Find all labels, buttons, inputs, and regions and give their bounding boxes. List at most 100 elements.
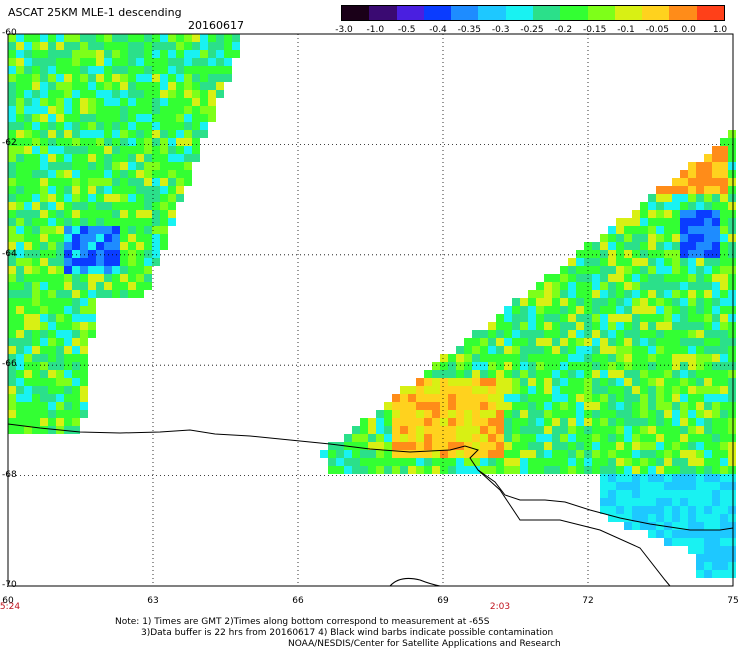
swath-cell xyxy=(552,290,560,298)
swath-cell xyxy=(440,450,448,458)
swath-cell xyxy=(136,106,144,114)
swath-cell xyxy=(720,538,728,546)
swath-cell xyxy=(672,410,680,418)
swath-cell xyxy=(152,178,160,186)
swath-cell xyxy=(144,178,152,186)
colorbar-tick-label: -0.5 xyxy=(397,25,416,35)
swath-cell xyxy=(712,250,720,258)
swath-cell xyxy=(672,458,680,466)
swath-cell xyxy=(664,442,672,450)
swath-cell xyxy=(112,90,120,98)
swath-cell xyxy=(696,226,704,234)
swath-cell xyxy=(512,314,520,322)
swath-cell xyxy=(672,354,680,362)
swath-cell xyxy=(376,434,384,442)
swath-cell xyxy=(712,322,720,330)
swath-cell xyxy=(616,450,624,458)
swath-cell xyxy=(536,330,544,338)
swath-cell xyxy=(464,370,472,378)
swath-cell xyxy=(64,178,72,186)
swath-cell xyxy=(72,194,80,202)
swath-cell xyxy=(200,98,208,106)
swath-cell xyxy=(552,306,560,314)
swath-cell xyxy=(568,330,576,338)
swath-cell xyxy=(648,370,656,378)
swath-cell xyxy=(464,442,472,450)
swath-cell xyxy=(648,450,656,458)
swath-cell xyxy=(496,402,504,410)
swath-cell xyxy=(672,178,680,186)
swath-cell xyxy=(208,90,216,98)
swath-cell xyxy=(448,426,456,434)
swath-cell xyxy=(48,410,56,418)
swath-cell xyxy=(712,258,720,266)
swath-cell xyxy=(96,138,104,146)
swath-cell xyxy=(144,130,152,138)
swath-cell xyxy=(168,58,176,66)
swath-cell xyxy=(24,66,32,74)
swath-cell xyxy=(216,82,224,90)
swath-cell xyxy=(720,314,728,322)
swath-cell xyxy=(352,450,360,458)
swath-cell xyxy=(488,442,496,450)
swath-cell xyxy=(696,402,704,410)
swath-cell xyxy=(112,234,120,242)
swath-cell xyxy=(400,450,408,458)
swath-cell xyxy=(560,298,568,306)
swath-cell xyxy=(144,154,152,162)
swath-cell xyxy=(400,442,408,450)
swath-cell xyxy=(704,162,712,170)
swath-cell xyxy=(8,386,16,394)
swath-cell xyxy=(472,442,480,450)
swath-cell xyxy=(24,178,32,186)
swath-cell xyxy=(144,218,152,226)
swath-cell xyxy=(544,282,552,290)
swath-cell xyxy=(576,330,584,338)
swath-cell xyxy=(456,442,464,450)
swath-cell xyxy=(120,186,128,194)
swath-cell xyxy=(696,338,704,346)
swath-cell xyxy=(680,474,688,482)
swath-cell xyxy=(96,266,104,274)
swath-cell xyxy=(616,258,624,266)
swath-cell xyxy=(40,250,48,258)
swath-cell xyxy=(440,410,448,418)
swath-cell xyxy=(168,162,176,170)
swath-cell xyxy=(160,122,168,130)
swath-cell xyxy=(152,58,160,66)
swath-cell xyxy=(120,58,128,66)
swath-cell xyxy=(664,386,672,394)
swath-cell xyxy=(520,314,528,322)
swath-cell xyxy=(632,330,640,338)
swath-cell xyxy=(712,458,720,466)
swath-cell xyxy=(632,250,640,258)
swath-cell xyxy=(648,362,656,370)
swath-cell xyxy=(728,498,736,506)
longitude-tick-label: 72 xyxy=(582,596,594,606)
swath-cell xyxy=(176,58,184,66)
swath-cell xyxy=(680,186,688,194)
swath-cell xyxy=(24,42,32,50)
swath-cell xyxy=(488,434,496,442)
swath-cell xyxy=(528,434,536,442)
swath-cell xyxy=(728,202,736,210)
swath-cell xyxy=(176,138,184,146)
swath-cell xyxy=(544,466,552,474)
swath-cell xyxy=(128,186,136,194)
swath-cell xyxy=(616,458,624,466)
swath-cell xyxy=(640,410,648,418)
swath-cell xyxy=(192,146,200,154)
swath-cell xyxy=(608,346,616,354)
swath-cell xyxy=(640,466,648,474)
swath-cell xyxy=(560,378,568,386)
swath-cell xyxy=(640,210,648,218)
swath-cell xyxy=(632,378,640,386)
swath-cell xyxy=(728,354,736,362)
swath-cell xyxy=(64,210,72,218)
swath-cell xyxy=(600,298,608,306)
swath-cell xyxy=(40,258,48,266)
swath-cell xyxy=(672,194,680,202)
swath-cell xyxy=(496,442,504,450)
swath-cell xyxy=(184,106,192,114)
